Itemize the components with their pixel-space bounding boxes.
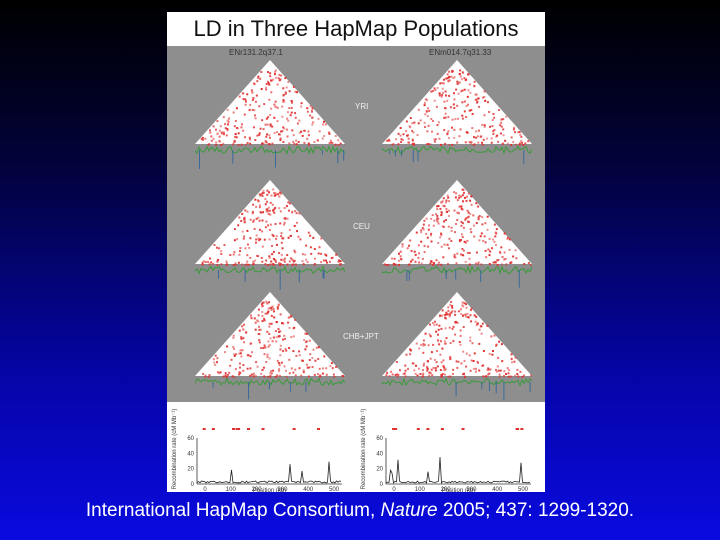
y-tick-label: 40 bbox=[376, 451, 383, 457]
x-tick-label: 400 bbox=[303, 487, 314, 492]
x-tick-label: 400 bbox=[492, 487, 503, 492]
citation-journal: Nature bbox=[380, 500, 438, 521]
y-tick-label: 20 bbox=[376, 467, 383, 473]
x-axis-label: Position (kb) bbox=[442, 488, 475, 492]
x-tick-label: 100 bbox=[226, 487, 237, 492]
y-tick-label: 60 bbox=[187, 436, 194, 442]
y-tick-label: 0 bbox=[380, 482, 384, 488]
y-axis-label: Recombination rate (cM Mb⁻¹) bbox=[361, 409, 367, 490]
x-tick-label: 200 bbox=[441, 487, 452, 492]
population-label-yri: YRI bbox=[355, 102, 369, 111]
citation: International HapMap Consortium, Nature … bbox=[0, 500, 720, 522]
citation-details: 2005; 437: 1299-1320. bbox=[437, 500, 635, 521]
x-tick-label: 300 bbox=[277, 487, 288, 492]
left-region-label: ENr131.2q37.1 bbox=[229, 48, 283, 57]
x-tick-label: 0 bbox=[392, 487, 396, 492]
ld-figure: LD in Three HapMap Populations ENr131.2q… bbox=[167, 12, 545, 492]
population-label-ceu: CEU bbox=[353, 222, 370, 231]
citation-authors: International HapMap Consortium, bbox=[85, 500, 381, 521]
ld-plot-ceu-right bbox=[382, 180, 532, 288]
ld-plot-chb-jpt-right bbox=[382, 292, 532, 401]
population-label-chb-jpt: CHB+JPT bbox=[343, 332, 379, 341]
recombination-plot-left: 0 20 40 60 0 100 200 300 400 500 Position (kb) Reco… bbox=[167, 402, 356, 492]
ld-plot-chb-jpt-left bbox=[195, 292, 345, 400]
x-tick-label: 100 bbox=[415, 487, 426, 492]
ld-plot-yri-left bbox=[195, 60, 345, 169]
ld-plot-yri-right bbox=[382, 60, 532, 165]
y-axis-label: Recombination rate (cM Mb⁻¹) bbox=[172, 409, 178, 490]
y-tick-label: 0 bbox=[191, 482, 195, 488]
x-tick-label: 0 bbox=[203, 487, 207, 492]
x-tick-label: 200 bbox=[252, 487, 263, 492]
x-axis-label: Position (kb) bbox=[253, 488, 286, 492]
right-region-label: ENm014.7q31.33 bbox=[429, 48, 492, 57]
ld-plot-ceu-left bbox=[195, 180, 345, 290]
recombination-plot-right: 0 20 40 60 0 100 200 300 400 500 Position (kb) Reco… bbox=[356, 402, 545, 492]
figure-title-box: LD in Three HapMap Populations bbox=[167, 12, 545, 46]
y-tick-label: 60 bbox=[376, 436, 383, 442]
y-tick-label: 20 bbox=[187, 467, 194, 473]
figure-title: LD in Three HapMap Populations bbox=[193, 16, 519, 41]
x-tick-label: 300 bbox=[466, 487, 477, 492]
x-tick-label: 500 bbox=[518, 487, 529, 492]
y-tick-label: 40 bbox=[187, 451, 194, 457]
x-tick-label: 500 bbox=[329, 487, 340, 492]
